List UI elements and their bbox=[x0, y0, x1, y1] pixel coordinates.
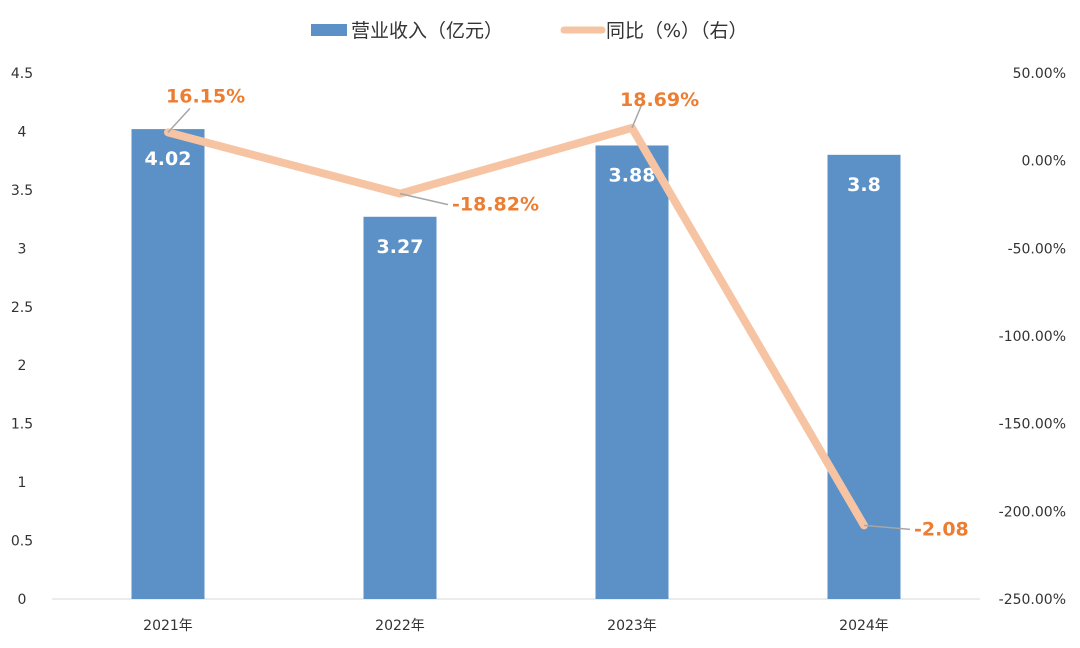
right-tick-label: -50.00% bbox=[1008, 241, 1066, 257]
legend-label-revenue: 营业收入（亿元） bbox=[351, 20, 503, 42]
yoy-data-label: -2.08 bbox=[914, 518, 969, 540]
yoy-label-leader bbox=[167, 107, 191, 133]
yoy-label-leader bbox=[863, 524, 911, 531]
right-tick-label: -100.00% bbox=[999, 329, 1066, 345]
right-axis: -250.00% -200.00% -150.00% -100.00% -50.00% 0… bbox=[999, 66, 1066, 608]
revenue-bar bbox=[827, 154, 901, 600]
right-tick-label: -250.00% bbox=[999, 592, 1066, 608]
left-tick-label: 2 bbox=[18, 358, 27, 374]
left-tick-label: 1 bbox=[18, 475, 27, 491]
revenue-bar-label: 3.8 bbox=[847, 174, 881, 196]
left-tick-label: 0 bbox=[18, 592, 27, 608]
revenue-bar bbox=[595, 145, 669, 599]
right-tick-label: -200.00% bbox=[999, 504, 1066, 520]
revenue-bar bbox=[363, 216, 437, 600]
right-tick-label: 50.00% bbox=[1013, 66, 1066, 82]
legend-swatch-revenue bbox=[311, 24, 347, 36]
revenue-bar bbox=[131, 129, 205, 599]
x-tick-label: 2023年 bbox=[607, 618, 657, 634]
yoy-data-label: 18.69% bbox=[620, 89, 699, 111]
right-tick-label: 0.00% bbox=[1022, 154, 1066, 170]
x-tick-label: 2024年 bbox=[839, 618, 889, 634]
legend-label-yoy: 同比（%）（右） bbox=[606, 20, 748, 42]
yoy-line bbox=[164, 123, 868, 530]
left-tick-label: 0.5 bbox=[11, 534, 33, 550]
left-tick-label: 2.5 bbox=[11, 300, 33, 316]
yoy-label-leader bbox=[399, 192, 449, 206]
x-tick-label: 2021年 bbox=[143, 618, 193, 634]
left-tick-label: 4.5 bbox=[11, 66, 33, 82]
x-axis: 2021年 2022年 2023年 2024年 bbox=[143, 618, 889, 634]
legend: 营业收入（亿元） 同比（%）（右） bbox=[311, 20, 748, 42]
revenue-bar-label: 3.88 bbox=[609, 164, 656, 186]
left-tick-label: 3 bbox=[18, 241, 27, 257]
left-tick-label: 3.5 bbox=[11, 183, 33, 199]
bar-labels: 4.02 3.27 3.88 3.8 bbox=[145, 148, 881, 258]
yoy-data-label: -18.82% bbox=[452, 194, 539, 216]
line-labels: 16.15% -18.82% 18.69% -2.08 bbox=[166, 85, 969, 540]
line-series bbox=[164, 123, 868, 530]
right-tick-label: -150.00% bbox=[999, 417, 1066, 433]
x-tick-label: 2022年 bbox=[375, 618, 425, 634]
left-tick-label: 4 bbox=[18, 124, 27, 140]
left-axis: 0 0.5 1 1.5 2 2.5 3 3.5 4 4.5 bbox=[11, 66, 33, 608]
revenue-bar-label: 4.02 bbox=[145, 148, 192, 170]
revenue-bar-label: 3.27 bbox=[377, 236, 424, 258]
yoy-data-label: 16.15% bbox=[166, 85, 245, 107]
left-tick-label: 1.5 bbox=[11, 417, 33, 433]
yoy-label-leader bbox=[631, 103, 643, 129]
